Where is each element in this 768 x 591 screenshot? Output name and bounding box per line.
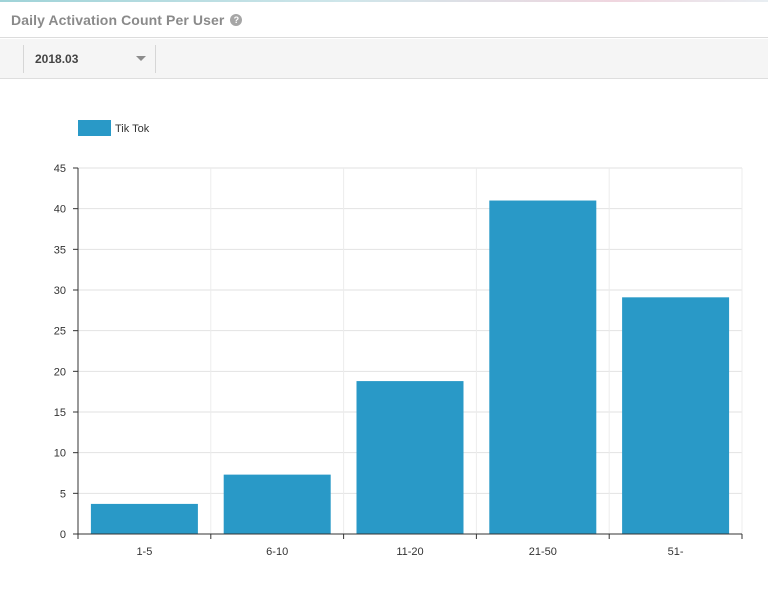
x-axis-tick-labels: 1-5 6-10 11-20 21-50 51- [136, 546, 683, 558]
top-accent-bar [0, 0, 768, 2]
chart-container: Tik Tok 0 5 10 15 20 25 30 35 40 45 1-5 6-10 11-20 2… [0, 80, 768, 586]
y-tick-label: 20 [54, 366, 66, 378]
x-tick-label: 51- [668, 546, 684, 558]
y-axis-tick-labels: 0 5 10 15 20 25 30 35 40 45 [54, 163, 66, 541]
bar-chart: Tik Tok 0 5 10 15 20 25 30 35 40 45 1-5 6-10 11-20 2… [54, 120, 743, 558]
chart-legend: Tik Tok [78, 120, 150, 136]
x-tick-label: 21-50 [529, 546, 557, 558]
y-tick-label: 0 [60, 529, 66, 541]
y-tick-label: 5 [60, 488, 66, 500]
y-tick-label: 45 [54, 163, 66, 175]
period-select-value: 2018.03 [35, 52, 79, 66]
x-tick-label: 6-10 [266, 546, 288, 558]
bar-6-10[interactable] [223, 474, 331, 534]
bar-1-5[interactable] [90, 503, 198, 534]
x-tick-label: 1-5 [136, 546, 152, 558]
bar-51-[interactable] [622, 297, 730, 534]
y-tick-label: 25 [54, 326, 66, 338]
x-tick-label: 11-20 [396, 546, 423, 558]
bar-21-50[interactable] [489, 200, 597, 534]
y-tick-label: 10 [54, 448, 66, 460]
period-select[interactable]: 2018.03 [23, 45, 156, 73]
bar-11-20[interactable] [356, 381, 464, 534]
question-circle-icon[interactable]: ? [230, 13, 243, 26]
legend-label-tik-tok[interactable]: Tik Tok [115, 123, 150, 135]
page-header: Daily Activation Count Per User ? [0, 2, 768, 38]
filter-toolbar: 2018.03 [0, 39, 768, 79]
y-tick-label: 30 [54, 285, 66, 297]
page-title: Daily Activation Count Per User [11, 11, 225, 28]
y-tick-label: 35 [54, 244, 66, 256]
chart-axes [73, 167, 743, 539]
y-tick-label: 40 [54, 204, 66, 216]
chevron-down-icon[interactable] [136, 56, 146, 61]
legend-swatch-tik-tok[interactable] [78, 120, 111, 136]
y-tick-label: 15 [54, 407, 66, 419]
chart-bars [90, 200, 730, 534]
